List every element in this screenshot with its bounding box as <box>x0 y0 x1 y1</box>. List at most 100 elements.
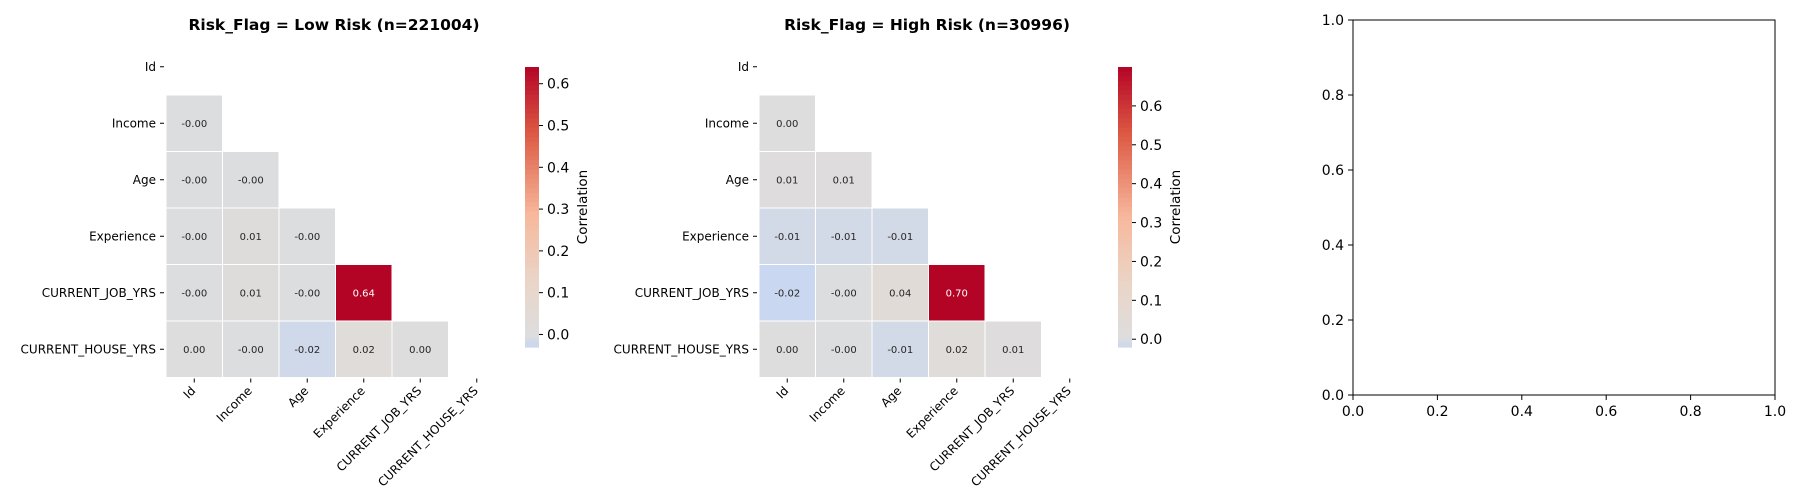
y-tick-label: 0.8 <box>1322 88 1344 104</box>
cell-value-label: 0.01 <box>776 175 798 186</box>
colorbar-segment <box>1118 151 1132 157</box>
y-tick-label: Age <box>133 173 156 187</box>
colorbar-segment <box>525 132 539 138</box>
colorbar-segment <box>1118 183 1132 189</box>
cell-value-label: -0.01 <box>887 345 913 356</box>
colorbar-segment <box>525 169 539 175</box>
colorbar-segment <box>1118 76 1132 82</box>
colorbar-segment <box>1118 305 1132 311</box>
colorbar-segment <box>1118 295 1132 301</box>
colorbar-segment <box>525 239 539 245</box>
colorbar-segment <box>525 286 539 292</box>
colorbar-segment <box>1118 193 1132 199</box>
colorbar-segment <box>1118 179 1132 185</box>
colorbar-segment <box>525 179 539 185</box>
colorbar-segment <box>525 267 539 273</box>
empty-axes-panel: 0.0 0.2 0.4 0.6 0.8 1.0 0.0 0.2 0.4 0.6 0.8 1.0 <box>1322 13 1786 420</box>
cell-value-label: -0.00 <box>831 345 857 356</box>
colorbar-segment <box>1118 123 1132 129</box>
heatmap-cell <box>222 151 280 209</box>
colorbar-segment <box>1118 207 1132 213</box>
colorbar-segment <box>1118 337 1132 343</box>
colorbar-segment <box>1118 146 1132 152</box>
colorbar-tick-label: 0.0 <box>1140 332 1162 348</box>
colorbar-segment <box>525 249 539 255</box>
colorbar-segment <box>525 207 539 213</box>
chart-title: Risk_Flag = High Risk (n=30996) <box>784 16 1070 34</box>
axes-frame <box>1352 19 1776 396</box>
colorbar-segment <box>525 323 539 329</box>
colorbar-segment <box>1118 71 1132 77</box>
colorbar-segment <box>1118 216 1132 222</box>
colorbar-segment <box>525 188 539 194</box>
colorbar-segment <box>525 160 539 166</box>
x-tick-label: 1.0 <box>1764 404 1786 420</box>
colorbar-segment <box>1118 258 1132 264</box>
colorbar-segment <box>525 76 539 82</box>
colorbar-segment <box>1118 263 1132 269</box>
colorbar-segment <box>525 85 539 91</box>
y-tick-label: CURRENT_HOUSE_YRS <box>21 342 156 356</box>
heatmap-cell <box>815 320 873 378</box>
colorbar-segment <box>1118 137 1132 143</box>
cell-value-label: 0.02 <box>946 345 968 356</box>
colorbar-segment <box>1118 328 1132 334</box>
colorbar-segment <box>1118 235 1132 241</box>
colorbar-segment <box>525 258 539 264</box>
colorbar-segment <box>525 281 539 287</box>
heatmap-cell <box>758 320 816 378</box>
heatmap-cell <box>165 94 223 152</box>
colorbar-segment <box>525 221 539 227</box>
colorbar-segment <box>1118 281 1132 287</box>
colorbar-segment <box>1118 211 1132 217</box>
cell-value-label: -0.01 <box>831 232 857 243</box>
colorbar-segment <box>525 291 539 297</box>
heatmap-cell <box>758 151 816 209</box>
colorbar-tick-label: 0.5 <box>1140 138 1162 154</box>
cell-value-label: 0.01 <box>833 175 855 186</box>
heatmap-cell <box>335 264 393 322</box>
cell-value-label: -0.00 <box>181 175 207 186</box>
colorbar-segment <box>1118 253 1132 259</box>
y-tick-label: 1.0 <box>1322 13 1344 29</box>
cell-value-label: 0.00 <box>409 345 431 356</box>
colorbar-segment <box>1118 197 1132 203</box>
heatmap-cell <box>928 320 986 378</box>
colorbar-segment <box>1118 314 1132 320</box>
y-tick-label: Age <box>726 173 749 187</box>
y-tick-label: Income <box>112 116 156 130</box>
y-tick-label: CURRENT_JOB_YRS <box>635 286 749 300</box>
colorbar-segment <box>1118 174 1132 180</box>
x-tick-label: 0.6 <box>1595 404 1617 420</box>
colorbar-tick-label: 0.6 <box>1140 99 1162 115</box>
cell-value-label: 0.64 <box>353 288 375 299</box>
colorbar-segment <box>1118 81 1132 87</box>
colorbar-segment <box>1118 132 1132 138</box>
cell-value-label: 0.70 <box>946 288 968 299</box>
colorbar-segment <box>525 71 539 77</box>
colorbar-segment <box>525 146 539 152</box>
cell-value-label: -0.00 <box>181 119 207 130</box>
colorbar-segment <box>1118 225 1132 231</box>
y-tick-label: 0.0 <box>1322 388 1344 404</box>
cell-value-label: 0.00 <box>183 345 205 356</box>
colorbar-segment <box>525 67 539 73</box>
cell-value-label: -0.02 <box>294 345 320 356</box>
colorbar-segment <box>1118 169 1132 175</box>
colorbar-segment <box>1118 188 1132 194</box>
colorbar-segment <box>525 141 539 147</box>
cell-value-label: 0.00 <box>776 119 798 130</box>
colorbar-segment <box>525 319 539 325</box>
colorbar-segment <box>525 337 539 343</box>
colorbar-segment <box>1118 127 1132 133</box>
cell-value-label: -0.02 <box>774 288 800 299</box>
colorbar-segment <box>1118 99 1132 105</box>
colorbar-segment <box>525 155 539 161</box>
colorbar-segment <box>525 305 539 311</box>
heatmap-cell <box>758 264 816 322</box>
colorbar-segment <box>525 99 539 105</box>
y-tick-label: CURRENT_JOB_YRS <box>42 286 156 300</box>
chart-title: Risk_Flag = Low Risk (n=221004) <box>188 16 479 34</box>
colorbar-segment <box>525 202 539 208</box>
colorbar-label: Correlation <box>1168 170 1184 244</box>
